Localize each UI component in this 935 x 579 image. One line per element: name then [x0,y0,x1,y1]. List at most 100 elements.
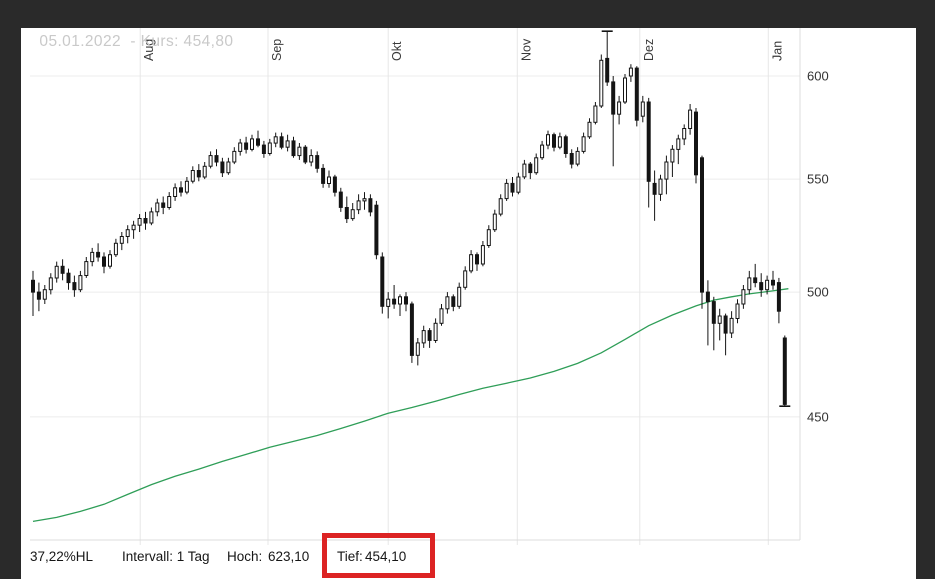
y-axis-tick-label: 450 [807,409,829,424]
candle-body [451,296,456,307]
candle-body [279,136,284,148]
candle-body [498,198,503,215]
candle-body [581,136,586,152]
candle-body [344,207,349,220]
candle-body [705,291,710,303]
candle-body [398,296,402,305]
candle-body [321,167,326,184]
high-label: Hoch: [227,549,263,564]
candle-body [646,101,651,182]
candle-body [782,337,787,405]
candle-body [682,128,687,140]
candle-body [84,261,89,277]
y-axis-tick-label: 600 [807,69,829,84]
low-label: Tief: [337,549,363,564]
candle-body [42,289,47,300]
candle-body [569,153,574,165]
candle-body [66,272,71,284]
candle-body [534,157,539,174]
candle-body [486,229,491,246]
x-axis-month-label: Nov [519,38,533,61]
candle-body [113,242,118,256]
candle-body [563,136,568,155]
right-frame-edge [916,28,935,579]
candle-body [729,317,734,334]
candle-body [338,191,343,208]
candle-body [332,176,337,193]
candle-body [386,298,391,307]
candle-body [96,251,101,258]
date-price-label: 05.01.2022 - Kurs: 454,80 [39,33,234,50]
candle-body [143,218,148,224]
candle-body [356,200,361,211]
candle-body [457,286,462,307]
candle-body [315,155,320,169]
candle-body [256,138,260,146]
candle-body [611,81,616,115]
moving-average-line [32,288,789,523]
candle-body [711,301,716,324]
percent-hl-label: 37,22%HL [30,549,94,564]
candle-body [291,140,296,157]
candle-body [137,218,142,226]
candle-body [617,101,622,115]
candle-body [350,209,355,220]
interval-label: Intervall: 1 Tag [122,549,210,564]
candle-body [735,303,740,319]
candle-body [776,282,781,312]
y-axis-tick-label: 550 [807,172,829,187]
candle-body [694,111,698,176]
x-axis-month-label: Jan [770,41,784,61]
candle-body [48,277,53,291]
candle-body [149,211,154,224]
candle-body [522,163,527,178]
candle-body [202,165,207,178]
candle-body [717,315,722,324]
candle-body [362,198,367,202]
candle-body [267,142,272,154]
y-axis-tick-label: 500 [807,285,829,300]
candle-body [504,182,509,200]
candle-body [108,254,112,267]
candle-body [102,256,106,267]
candle-body [628,67,633,77]
x-axis-month-label: Okt [390,41,404,61]
candle-body [747,277,752,291]
candle-body [155,202,160,213]
candle-body [220,161,225,174]
candle-body [196,170,201,178]
candle-body [250,138,254,150]
title-bar: 05.01.2022 - Kurs: 454,80 [0,0,935,50]
candle-body [510,182,515,193]
candle-body [658,178,663,195]
candle-body [587,121,592,138]
candle-body [273,136,278,144]
candle-body [516,176,521,193]
candle-body [723,315,728,334]
candle-body [475,254,479,265]
candle-body [297,146,302,157]
candle-body [72,282,77,291]
candle-body [463,270,468,288]
candle-body [90,251,95,263]
candle-body [303,146,308,163]
candle-body [528,163,533,174]
candle-body [415,342,420,356]
candle-body [404,296,408,305]
candle-body [634,67,639,121]
candle-body [167,196,172,208]
candle-body [327,176,331,184]
candle-body [125,229,130,237]
candle-body [552,134,556,148]
candle-body [244,142,249,150]
candle-body [36,291,41,300]
candle-body [368,198,373,213]
candle-body [640,101,645,117]
candle-body [593,105,598,123]
x-axis-month-label: Sep [270,39,284,61]
candle-body [261,144,266,155]
candle-body [433,322,438,341]
candle-body [131,224,136,231]
candle-body [285,140,290,148]
